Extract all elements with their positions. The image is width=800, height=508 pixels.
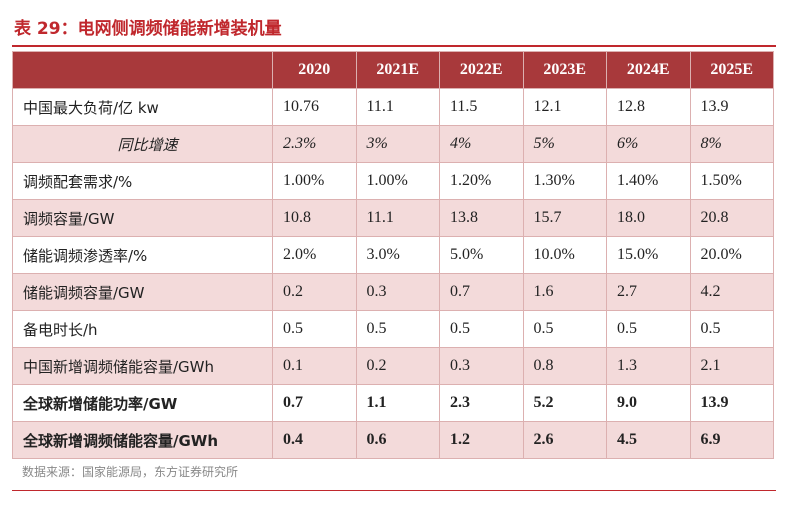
header-cell: 2024E bbox=[606, 51, 691, 89]
cell: 13.8 bbox=[439, 199, 524, 237]
title-rule bbox=[12, 45, 776, 47]
cell: 0.5 bbox=[272, 310, 357, 348]
cell: 8% bbox=[689, 125, 774, 163]
cell: 11.1 bbox=[355, 88, 440, 126]
cell: 5.0% bbox=[439, 236, 524, 274]
cell: 12.8 bbox=[606, 88, 691, 126]
cell: 0.7 bbox=[439, 273, 524, 311]
cell: 15.0% bbox=[606, 236, 691, 274]
cell: 13.9 bbox=[689, 384, 774, 422]
cell: 0.7 bbox=[272, 384, 357, 422]
row-label: 全球新增储能功率/GW bbox=[12, 384, 273, 422]
cell: 0.1 bbox=[272, 347, 357, 385]
table-row: 全球新增调频储能容量/GWh 0.4 0.6 1.2 2.6 4.5 6.9 bbox=[12, 421, 774, 459]
table-row: 中国新增调频储能容量/GWh 0.1 0.2 0.3 0.8 1.3 2.1 bbox=[12, 347, 774, 385]
cell: 2.6 bbox=[522, 421, 607, 459]
cell: 18.0 bbox=[606, 199, 691, 237]
row-label: 同比增速 bbox=[12, 125, 273, 163]
cell: 4.2 bbox=[689, 273, 774, 311]
table: 2020 2021E 2022E 2023E 2024E 2025E 中国最大负荷/亿 k… bbox=[12, 51, 774, 459]
cell: 0.2 bbox=[272, 273, 357, 311]
cell: 0.5 bbox=[522, 310, 607, 348]
cell: 1.40% bbox=[606, 162, 691, 200]
cell: 3.0% bbox=[355, 236, 440, 274]
cell: 1.1 bbox=[355, 384, 440, 422]
table-row: 调频容量/GW 10.8 11.1 13.8 15.7 18.0 20.8 bbox=[12, 199, 774, 237]
cell: 0.3 bbox=[439, 347, 524, 385]
cell: 0.8 bbox=[522, 347, 607, 385]
table-row: 储能调频容量/GW 0.2 0.3 0.7 1.6 2.7 4.2 bbox=[12, 273, 774, 311]
cell: 2.3 bbox=[439, 384, 524, 422]
table-row: 中国最大负荷/亿 kw 10.76 11.1 11.5 12.1 12.8 13.9 bbox=[12, 88, 774, 126]
cell: 5% bbox=[522, 125, 607, 163]
bottom-rule bbox=[12, 490, 776, 491]
cell: 15.7 bbox=[522, 199, 607, 237]
header-cell: 2025E bbox=[689, 51, 774, 89]
cell: 0.5 bbox=[439, 310, 524, 348]
cell: 6% bbox=[606, 125, 691, 163]
cell: 11.5 bbox=[439, 88, 524, 126]
header-cell: 2020 bbox=[272, 51, 357, 89]
cell: 1.00% bbox=[272, 162, 357, 200]
cell: 3% bbox=[355, 125, 440, 163]
cell: 1.00% bbox=[355, 162, 440, 200]
cell: 20.8 bbox=[689, 199, 774, 237]
cell: 10.0% bbox=[522, 236, 607, 274]
cell: 9.0 bbox=[606, 384, 691, 422]
cell: 20.0% bbox=[689, 236, 774, 274]
cell: 1.30% bbox=[522, 162, 607, 200]
title: 表 29：电网侧调频储能新增装机量 bbox=[14, 19, 282, 39]
cell: 2.0% bbox=[272, 236, 357, 274]
cell: 0.3 bbox=[355, 273, 440, 311]
cell: 10.8 bbox=[272, 199, 357, 237]
cell: 1.50% bbox=[689, 162, 774, 200]
cell: 10.76 bbox=[272, 88, 357, 126]
cell: 2.7 bbox=[606, 273, 691, 311]
cell: 1.3 bbox=[606, 347, 691, 385]
cell: 4% bbox=[439, 125, 524, 163]
cell: 2.3% bbox=[272, 125, 357, 163]
row-label: 全球新增调频储能容量/GWh bbox=[12, 421, 273, 459]
table-row: 调频配套需求/% 1.00% 1.00% 1.20% 1.30% 1.40% 1.50% bbox=[12, 162, 774, 200]
table-body: 中国最大负荷/亿 kw 10.76 11.1 11.5 12.1 12.8 13.9 同比增速… bbox=[12, 88, 774, 459]
cell: 0.4 bbox=[272, 421, 357, 459]
cell: 1.6 bbox=[522, 273, 607, 311]
row-label: 备电时长/h bbox=[12, 310, 273, 348]
cell: 0.5 bbox=[355, 310, 440, 348]
header-row: 2020 2021E 2022E 2023E 2024E 2025E bbox=[12, 51, 774, 89]
source-note: 数据来源：国家能源局，东方证券研究所 bbox=[22, 465, 239, 479]
header-cell: 2021E bbox=[355, 51, 440, 89]
cell: 6.9 bbox=[689, 421, 774, 459]
row-label: 调频配套需求/% bbox=[12, 162, 273, 200]
cell: 4.5 bbox=[606, 421, 691, 459]
cell: 13.9 bbox=[689, 88, 774, 126]
cell: 0.6 bbox=[355, 421, 440, 459]
row-label: 中国新增调频储能容量/GWh bbox=[12, 347, 273, 385]
cell: 0.2 bbox=[355, 347, 440, 385]
cell: 12.1 bbox=[522, 88, 607, 126]
row-label: 中国最大负荷/亿 kw bbox=[12, 88, 273, 126]
table-row: 储能调频渗透率/% 2.0% 3.0% 5.0% 10.0% 15.0% 20.0% bbox=[12, 236, 774, 274]
table-row: 备电时长/h 0.5 0.5 0.5 0.5 0.5 0.5 bbox=[12, 310, 774, 348]
table-row: 全球新增储能功率/GW 0.7 1.1 2.3 5.2 9.0 13.9 bbox=[12, 384, 774, 422]
row-label: 储能调频渗透率/% bbox=[12, 236, 273, 274]
header-cell: 2023E bbox=[522, 51, 607, 89]
header-cell bbox=[12, 51, 273, 89]
table-row: 同比增速 2.3% 3% 4% 5% 6% 8% bbox=[12, 125, 774, 163]
row-label: 储能调频容量/GW bbox=[12, 273, 273, 311]
cell: 1.2 bbox=[439, 421, 524, 459]
cell: 2.1 bbox=[689, 347, 774, 385]
cell: 1.20% bbox=[439, 162, 524, 200]
header-cell: 2022E bbox=[439, 51, 524, 89]
cell: 0.5 bbox=[606, 310, 691, 348]
cell: 0.5 bbox=[689, 310, 774, 348]
row-label: 调频容量/GW bbox=[12, 199, 273, 237]
cell: 11.1 bbox=[355, 199, 440, 237]
cell: 5.2 bbox=[522, 384, 607, 422]
